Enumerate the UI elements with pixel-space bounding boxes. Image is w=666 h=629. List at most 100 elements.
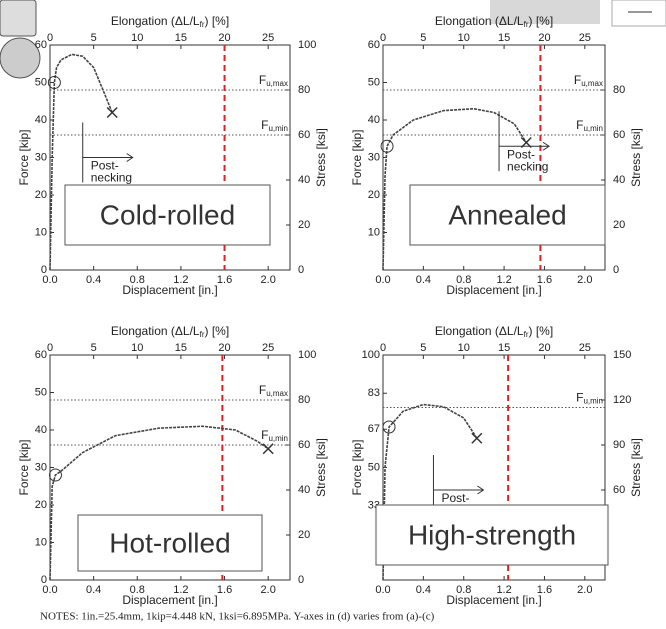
force-curve <box>382 403 478 581</box>
x-tick-label: 2.0 <box>261 584 276 596</box>
reference-label: Fu,min <box>576 118 603 133</box>
force-curve <box>49 425 269 581</box>
label-box <box>64 184 271 246</box>
x2-axis-label: Elongation (ΔL/Lfr) [%] <box>435 324 553 339</box>
x2-tick-label: 5 <box>420 342 426 354</box>
x2-tick-label: 5 <box>91 342 97 354</box>
x2-tick-label: 0 <box>380 342 386 354</box>
x-tick-label: 1.2 <box>496 274 511 286</box>
reference-label-main: F <box>576 391 583 405</box>
reference-label: Fu,min <box>261 118 288 133</box>
annotation-text: necking <box>507 159 548 173</box>
x2-tick-label: 0 <box>380 32 386 44</box>
reference-label-sub: u,min <box>268 434 288 443</box>
x2-tick-label: 20 <box>538 342 550 354</box>
x-tick-label: 1.6 <box>537 584 552 596</box>
fracture-marker <box>262 443 274 455</box>
reference-label-sub: u,min <box>583 397 603 406</box>
y-tick-label: 40 <box>368 114 380 126</box>
x-tick-label: 0.8 <box>456 274 471 286</box>
clip <box>611 0 666 27</box>
x-tick-label: 0.4 <box>86 584 101 596</box>
x-tick-label: 1.6 <box>217 274 232 286</box>
y-tick-label: 40 <box>35 424 47 436</box>
panel-label: Hot-rolled <box>109 527 230 558</box>
icon <box>0 37 41 79</box>
panel-label: High-strength <box>408 519 576 550</box>
x2-axis-label-tail: ) [%] <box>528 14 553 28</box>
x2-axis-label-main: Elongation (ΔL/L <box>111 324 200 338</box>
x-tick-label: 2.0 <box>577 584 592 596</box>
yield-marker <box>47 76 61 89</box>
x-tick-label: 1.6 <box>537 274 552 286</box>
y-tick-label: 30 <box>368 151 380 163</box>
x-tick-label: 2.0 <box>261 274 276 286</box>
y-tick-label: 10 <box>368 226 380 238</box>
x-tick-label: 0.0 <box>375 584 390 596</box>
x-tick-label: 0.8 <box>130 584 145 596</box>
y-tick-label: 20 <box>35 189 47 201</box>
x2-axis-label: Elongation (ΔL/Lfr) [%] <box>435 14 553 29</box>
y2-tick-label: 60 <box>613 484 625 496</box>
x-tick-label: 1.2 <box>173 274 188 286</box>
x-tick-label: 0.8 <box>130 274 145 286</box>
y-tick-label: 83 <box>368 387 380 399</box>
annotation-text: Post- <box>507 147 535 161</box>
y2-tick-label: 80 <box>613 84 625 96</box>
y2-tick-label: 80 <box>298 394 310 406</box>
y2-tick-label: 20 <box>298 529 310 541</box>
reference-label-sub: u,min <box>268 124 288 133</box>
x2-axis-label: Elongation (ΔL/Lfr) [%] <box>111 14 229 29</box>
x2-axis-label-tail: ) [%] <box>204 14 229 28</box>
y2-tick-label: 60 <box>298 439 310 451</box>
yield-marker <box>380 139 394 153</box>
panel-label: Annealed <box>448 199 566 230</box>
reference-label-main: F <box>261 118 268 132</box>
force-curve <box>49 53 113 271</box>
yield-marker <box>48 468 62 482</box>
x2-axis-label-main: Elongation (ΔL/L <box>435 14 524 28</box>
y-tick-label: 10 <box>35 536 47 548</box>
reference-label: Fu,max <box>259 383 288 398</box>
y-tick-label: 20 <box>35 499 47 511</box>
x-axis-label: Displacement [in.] <box>446 283 541 297</box>
reference-label: Fu,max <box>259 73 288 88</box>
x2-axis-label: Elongation (ΔL/Lfr) [%] <box>111 324 229 339</box>
y-tick-label: 20 <box>368 189 380 201</box>
reference-label: Fu,min <box>576 391 603 406</box>
reference-label: Fu,max <box>574 73 603 88</box>
x-tick-label: 0.4 <box>416 584 431 596</box>
x-tick-label: 1.2 <box>173 584 188 596</box>
x2-tick-label: 15 <box>175 342 187 354</box>
y-tick-label: 50 <box>368 76 380 88</box>
y2-axis-label: Stress [ksi] <box>629 438 643 497</box>
panel-label: Cold-rolled <box>100 199 235 230</box>
reference-label: Fu,min <box>261 428 288 443</box>
label-box <box>375 504 609 566</box>
x2-tick-label: 20 <box>218 342 230 354</box>
x2-tick-label: 5 <box>91 32 97 44</box>
fracture-marker <box>106 106 118 119</box>
x2-tick-label: 20 <box>538 32 550 44</box>
annotation-arrow <box>82 153 134 162</box>
y-tick-label: 0 <box>41 264 47 276</box>
y2-tick-label: 20 <box>613 219 625 231</box>
y2-tick-label: 40 <box>298 174 310 186</box>
fracture-marker <box>471 432 483 444</box>
panel: 0.0 0.4 0.8 1.2 1.6 2.0 0 5 10 15 20 25 10 20 30 40 50 60… <box>350 14 643 297</box>
y-tick-label: 50 <box>368 461 380 473</box>
annotation-text: Post- <box>441 491 469 505</box>
x-tick-label: 1.6 <box>217 584 232 596</box>
panel: 0.0 0.4 0.8 1.2 1.6 2.0 0 5 10 15 20 25 0 10 20 30 40 50 6… <box>17 14 328 297</box>
x-tick-label: 0.0 <box>42 274 57 286</box>
x-tick-label: 0.0 <box>42 584 57 596</box>
x2-tick-label: 15 <box>498 342 510 354</box>
x2-axis-label-sub: fr <box>524 330 529 339</box>
label-box <box>77 514 263 572</box>
x-tick-label: 2.0 <box>577 274 592 286</box>
x2-tick-label: 25 <box>262 32 274 44</box>
y-tick-label: 50 <box>35 76 47 88</box>
panel: 0.0 0.4 0.8 1.2 1.6 2.0 0 5 10 15 20 25 0 10 20 30 40 50 6… <box>17 324 328 607</box>
x2-axis-label-main: Elongation (ΔL/L <box>111 14 200 28</box>
